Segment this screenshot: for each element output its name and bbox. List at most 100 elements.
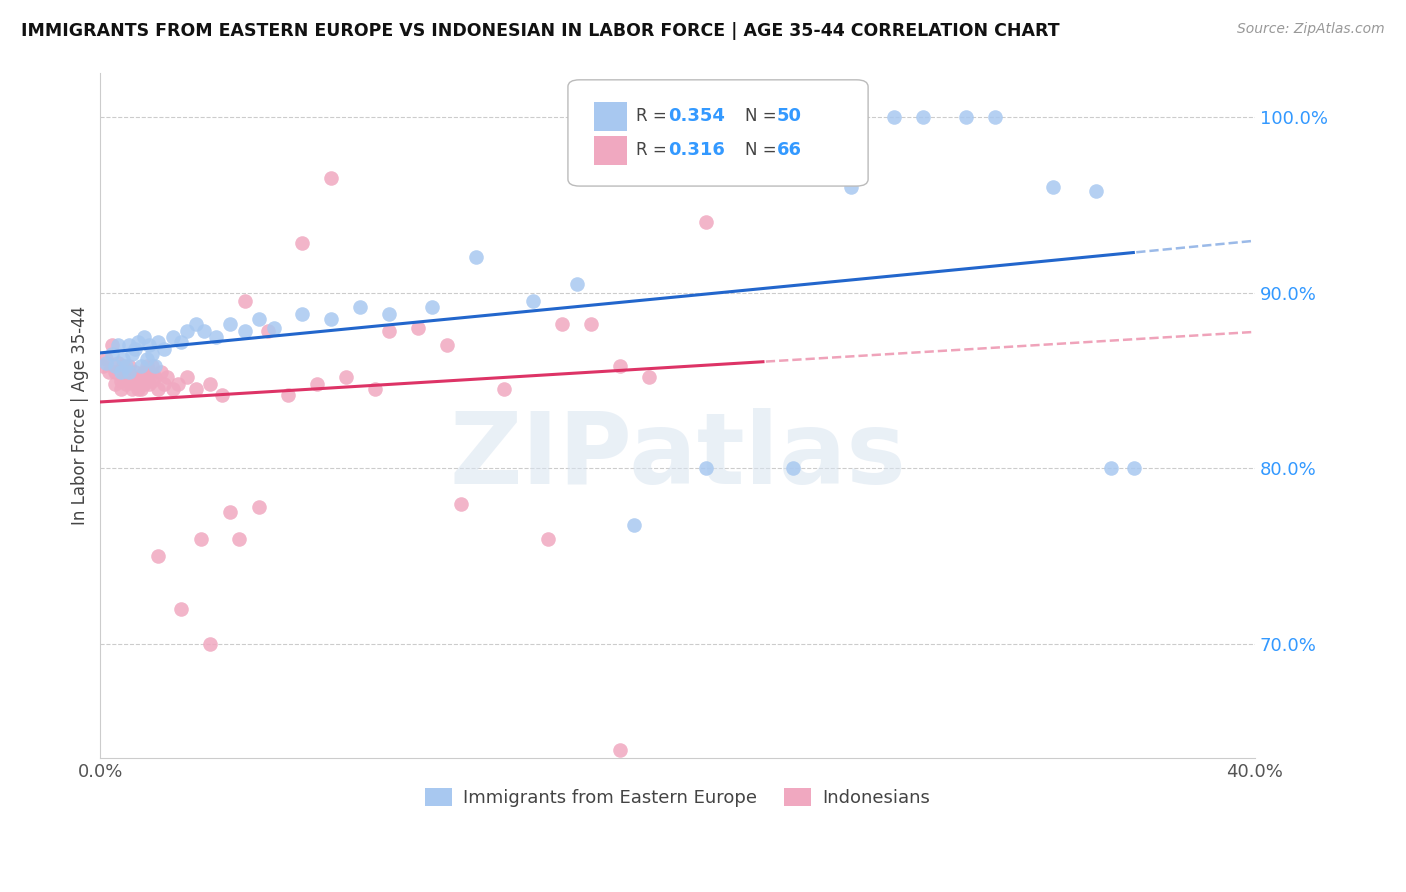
- Point: [115, 359, 138, 374]
- Point: [219, 505, 242, 519]
- Text: 50: 50: [778, 107, 801, 125]
- Point: [782, 461, 804, 475]
- Point: [349, 300, 371, 314]
- Point: [107, 338, 129, 352]
- Point: [1099, 461, 1122, 475]
- Point: [141, 374, 163, 388]
- Point: [112, 352, 135, 367]
- Point: [420, 300, 443, 314]
- Point: [138, 365, 160, 379]
- Point: [132, 329, 155, 343]
- Point: [118, 374, 141, 388]
- Point: [98, 365, 121, 379]
- Point: [129, 382, 152, 396]
- Text: IMMIGRANTS FROM EASTERN EUROPE VS INDONESIAN IN LABOR FORCE | AGE 35-44 CORRELAT: IMMIGRANTS FROM EASTERN EUROPE VS INDONE…: [21, 22, 1060, 40]
- Point: [121, 347, 143, 361]
- Point: [184, 382, 207, 396]
- Bar: [595, 136, 627, 165]
- Point: [247, 312, 270, 326]
- Point: [1085, 184, 1108, 198]
- Point: [110, 374, 132, 388]
- Point: [112, 370, 135, 384]
- Point: [115, 365, 138, 379]
- Y-axis label: In Labor Force | Age 35-44: In Labor Force | Age 35-44: [72, 306, 89, 525]
- Point: [911, 110, 934, 124]
- Point: [883, 110, 905, 124]
- Text: 0.316: 0.316: [668, 142, 725, 160]
- Point: [124, 377, 146, 392]
- Point: [101, 338, 124, 352]
- Point: [378, 307, 401, 321]
- Point: [129, 359, 152, 374]
- Point: [565, 277, 588, 291]
- Point: [198, 637, 221, 651]
- Point: [1122, 461, 1144, 475]
- Point: [551, 318, 574, 332]
- Point: [305, 377, 328, 392]
- Legend: Immigrants from Eastern Europe, Indonesians: Immigrants from Eastern Europe, Indonesi…: [418, 780, 938, 814]
- Point: [141, 347, 163, 361]
- Text: ZIPatlas: ZIPatlas: [449, 409, 905, 505]
- Point: [464, 251, 486, 265]
- Text: R =: R =: [636, 107, 672, 125]
- Point: [406, 320, 429, 334]
- Point: [378, 760, 401, 774]
- Point: [335, 370, 357, 384]
- Point: [112, 359, 135, 374]
- Point: [107, 356, 129, 370]
- Point: [104, 377, 127, 392]
- Point: [167, 377, 190, 392]
- Point: [94, 352, 117, 367]
- Point: [291, 307, 314, 321]
- Point: [450, 496, 472, 510]
- Point: [233, 324, 256, 338]
- Point: [143, 359, 166, 374]
- Point: [579, 318, 602, 332]
- Point: [609, 359, 631, 374]
- Point: [135, 359, 157, 374]
- Point: [754, 166, 776, 180]
- Point: [436, 338, 458, 352]
- Point: [110, 382, 132, 396]
- Point: [277, 387, 299, 401]
- Point: [138, 338, 160, 352]
- Point: [219, 318, 242, 332]
- Point: [204, 329, 226, 343]
- Text: R =: R =: [636, 142, 672, 160]
- Text: 66: 66: [778, 142, 801, 160]
- Point: [537, 532, 560, 546]
- Point: [623, 517, 645, 532]
- Point: [984, 110, 1007, 124]
- Point: [695, 461, 717, 475]
- Point: [211, 387, 233, 401]
- Point: [176, 324, 198, 338]
- Point: [132, 377, 155, 392]
- Point: [149, 365, 172, 379]
- Point: [141, 359, 163, 374]
- Point: [666, 159, 689, 173]
- Point: [184, 318, 207, 332]
- Point: [190, 532, 212, 546]
- Point: [228, 532, 250, 546]
- Point: [291, 236, 314, 251]
- Point: [363, 382, 385, 396]
- Point: [104, 359, 127, 374]
- Point: [321, 312, 343, 326]
- Point: [263, 320, 285, 334]
- Point: [121, 370, 143, 384]
- Point: [198, 377, 221, 392]
- Point: [233, 294, 256, 309]
- Point: [839, 180, 862, 194]
- Point: [118, 338, 141, 352]
- Text: N =: N =: [745, 107, 782, 125]
- Point: [143, 370, 166, 384]
- Text: 0.354: 0.354: [668, 107, 725, 125]
- Point: [127, 382, 149, 396]
- Point: [124, 342, 146, 356]
- Point: [256, 324, 278, 338]
- Point: [118, 365, 141, 379]
- Point: [193, 324, 215, 338]
- Point: [156, 370, 179, 384]
- Point: [695, 215, 717, 229]
- Point: [135, 370, 157, 384]
